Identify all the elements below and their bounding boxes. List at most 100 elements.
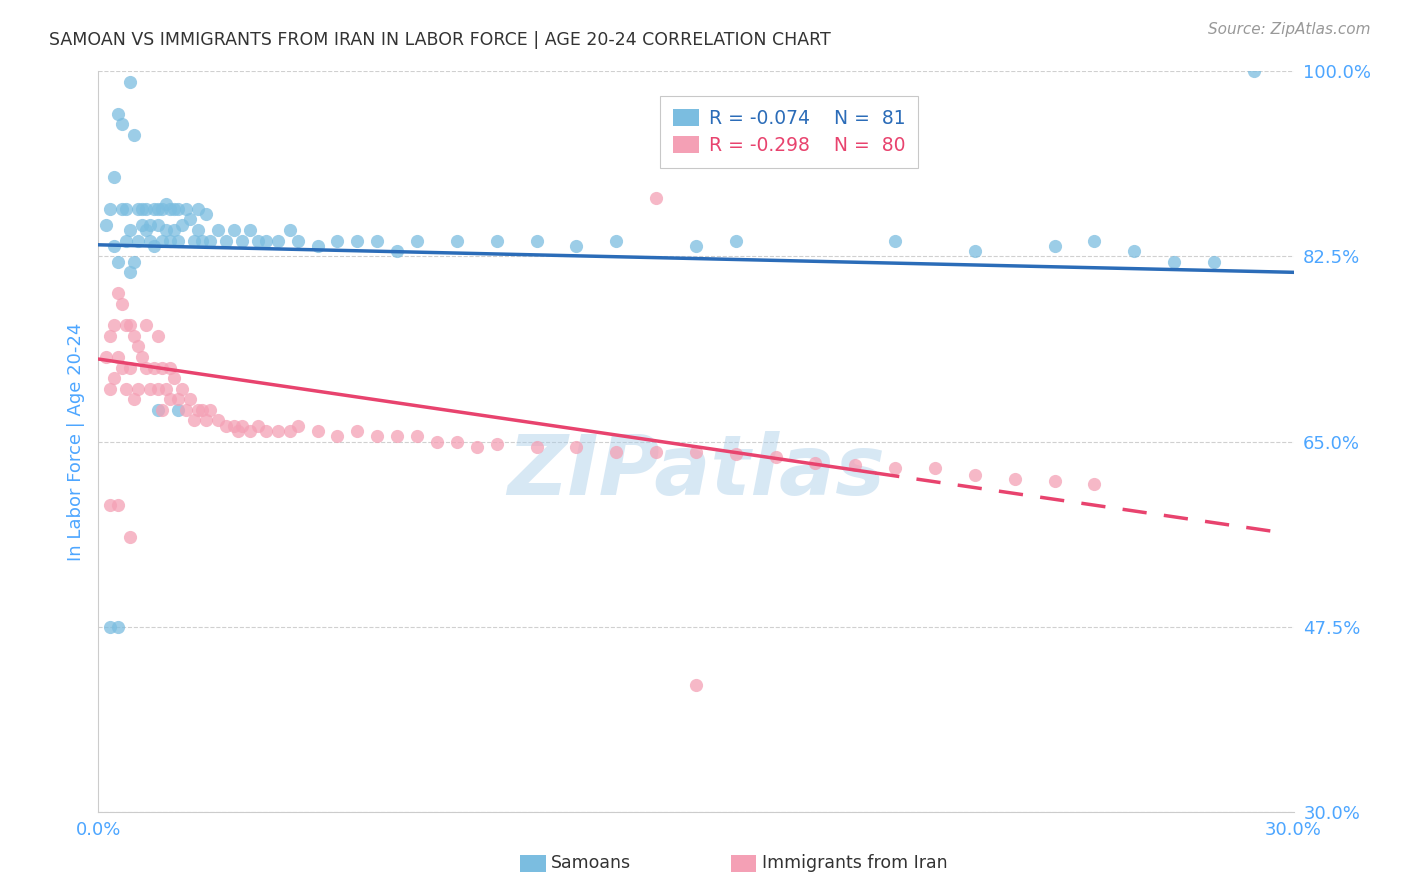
Point <box>526 234 548 248</box>
Point <box>207 413 229 427</box>
Point <box>246 418 269 433</box>
Point <box>307 424 329 438</box>
Point <box>163 202 186 216</box>
Point <box>107 498 129 512</box>
Point <box>645 191 668 205</box>
Point <box>115 318 138 333</box>
Point <box>1163 254 1185 268</box>
Point <box>215 418 238 433</box>
Point <box>385 429 409 443</box>
Point <box>844 458 866 472</box>
Point <box>98 202 122 216</box>
Point <box>150 360 173 375</box>
Point <box>115 202 138 216</box>
Point <box>278 223 301 237</box>
Point <box>254 424 277 438</box>
Point <box>163 223 186 237</box>
Point <box>148 382 170 396</box>
Point <box>127 234 149 248</box>
Point <box>287 418 309 433</box>
Point <box>226 424 249 438</box>
Point <box>1043 239 1066 253</box>
Point <box>724 234 747 248</box>
Point <box>1123 244 1146 259</box>
Point <box>163 371 186 385</box>
Point <box>115 382 138 396</box>
Point <box>111 360 134 375</box>
Point <box>127 202 149 216</box>
Y-axis label: In Labor Force | Age 20-24: In Labor Force | Age 20-24 <box>66 322 84 561</box>
Point <box>565 239 588 253</box>
Point <box>366 234 388 248</box>
Point <box>148 328 170 343</box>
Point <box>148 402 170 417</box>
Point <box>884 234 907 248</box>
Point <box>307 239 329 253</box>
Point <box>406 429 429 443</box>
Point <box>167 202 190 216</box>
Point <box>207 223 229 237</box>
Point <box>187 223 209 237</box>
Point <box>124 128 146 142</box>
Point <box>346 234 368 248</box>
Point <box>645 445 668 459</box>
Point <box>724 447 747 461</box>
Point <box>924 461 946 475</box>
Point <box>195 207 218 221</box>
Point <box>120 75 142 89</box>
Point <box>215 234 238 248</box>
Point <box>103 170 125 185</box>
Point <box>222 418 245 433</box>
Point <box>124 254 146 268</box>
Point <box>139 382 162 396</box>
Point <box>135 202 157 216</box>
Point <box>155 196 177 211</box>
Point <box>159 202 181 216</box>
Point <box>167 234 190 248</box>
Point <box>326 234 349 248</box>
Point <box>131 350 153 364</box>
Point <box>111 297 134 311</box>
Point <box>111 117 134 131</box>
Point <box>254 234 277 248</box>
Point <box>187 202 209 216</box>
Point <box>107 286 129 301</box>
Point <box>107 254 129 268</box>
Point <box>198 234 221 248</box>
Point <box>1083 476 1105 491</box>
Point <box>326 429 349 443</box>
Point <box>120 530 142 544</box>
Point <box>406 234 429 248</box>
Point <box>446 234 468 248</box>
Point <box>150 234 173 248</box>
Point <box>267 424 290 438</box>
Point <box>1243 64 1265 78</box>
Point <box>239 424 262 438</box>
Point <box>385 244 409 259</box>
Point <box>167 402 190 417</box>
Point <box>103 318 125 333</box>
Point <box>127 382 149 396</box>
Point <box>135 223 157 237</box>
Text: ZIPatlas: ZIPatlas <box>508 431 884 512</box>
Point <box>231 234 253 248</box>
Point <box>1083 234 1105 248</box>
Point <box>127 339 149 353</box>
Point <box>605 445 627 459</box>
Point <box>98 328 122 343</box>
Point <box>179 392 201 407</box>
Point <box>1202 254 1225 268</box>
Point <box>446 434 468 449</box>
Point <box>103 239 125 253</box>
Point <box>804 456 827 470</box>
Point <box>884 461 907 475</box>
Point <box>198 402 221 417</box>
Point <box>195 413 218 427</box>
Point <box>159 360 181 375</box>
Point <box>98 620 122 634</box>
Point <box>107 620 129 634</box>
Point <box>426 434 449 449</box>
Point <box>150 402 173 417</box>
Point <box>179 212 201 227</box>
Point <box>565 440 588 454</box>
